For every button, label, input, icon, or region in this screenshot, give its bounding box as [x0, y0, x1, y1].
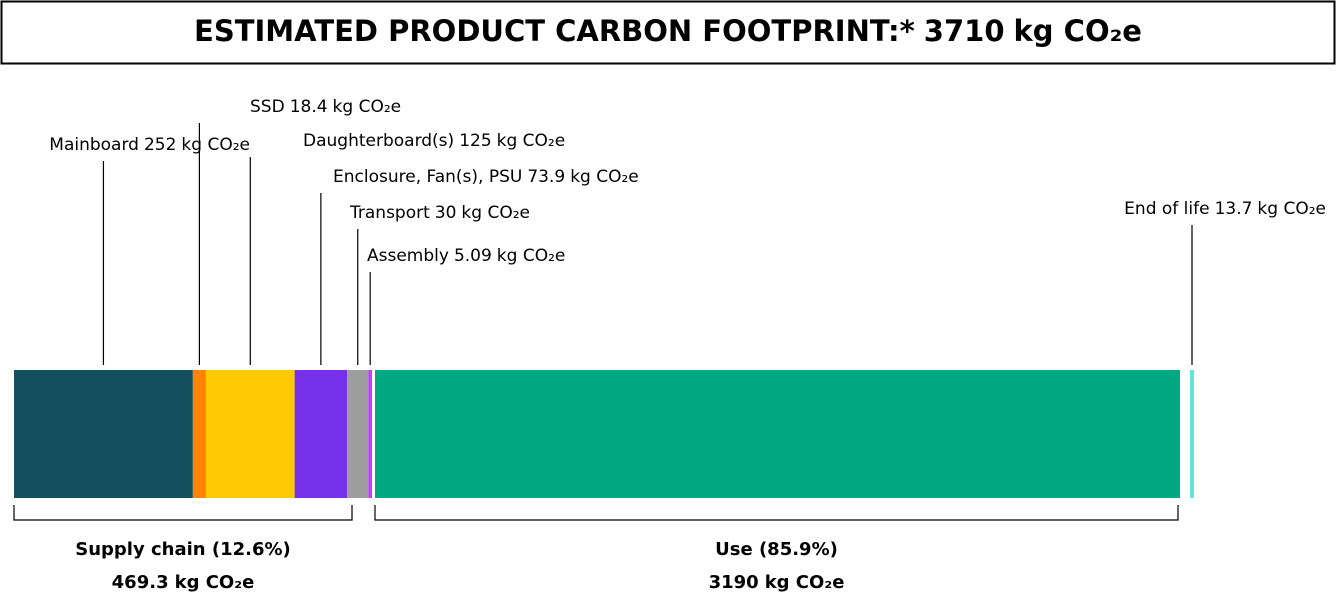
segment-value: 13.7 [1215, 199, 1253, 219]
group-total: 469.3 kg CO₂e [112, 572, 255, 593]
segment-value: 252 [144, 135, 176, 155]
group-bracket [13, 505, 353, 521]
title-total: 3710 [924, 14, 1005, 48]
group-bracket [374, 505, 1179, 521]
group-total: 3190 kg CO₂e [709, 572, 845, 593]
group-name: Supply chain (12.6%) [75, 539, 291, 560]
segment-name: Daughterboard(s) [303, 131, 454, 151]
chart-title: ESTIMATED PRODUCT CARBON FOOTPRINT:* 3710… [194, 14, 1142, 48]
group-name: Use (85.9%) [715, 539, 838, 560]
bar [14, 370, 1194, 498]
segment-label: Mainboard 252 kg CO₂e [49, 135, 250, 155]
segment-unit: kg CO₂e [497, 131, 566, 151]
bar-segment [347, 370, 369, 498]
segment-value: 73.9 [527, 167, 565, 187]
group-value: 3190 [709, 572, 759, 593]
segment-unit: kg CO₂e [181, 135, 250, 155]
bar-segment [375, 370, 1180, 498]
segment-value: 5.09 [454, 246, 492, 266]
segment-value: 30 [435, 203, 457, 223]
segment-unit: kg CO₂e [570, 167, 639, 187]
segment-unit: kg CO₂e [497, 246, 566, 266]
segment-value: 125 [459, 131, 491, 151]
segment-label: End of life 13.7 kg CO₂e [1124, 199, 1326, 219]
bar-segment [294, 370, 348, 498]
title-unit: kg CO₂e [1014, 14, 1142, 48]
bar-segment [205, 370, 295, 498]
group-value: 469.3 [112, 572, 169, 593]
group-unit: kg CO₂e [765, 572, 845, 593]
bar-segment [192, 370, 206, 498]
bar-segment [1190, 370, 1194, 498]
segment-name: Enclosure, Fan(s), PSU [333, 167, 522, 187]
bar-segment [14, 370, 193, 498]
segment-label: Enclosure, Fan(s), PSU 73.9 kg CO₂e [333, 167, 639, 187]
segment-label: Daughterboard(s) 125 kg CO₂e [303, 131, 565, 151]
bar-segment [368, 370, 372, 498]
segment-name: Transport [349, 203, 430, 223]
segment-name: Assembly [367, 246, 449, 266]
segment-label: Transport 30 kg CO₂e [349, 203, 530, 223]
segment-label: SSD 18.4 kg CO₂e [250, 97, 401, 117]
segment-name: End of life [1124, 199, 1209, 219]
segment-name: Mainboard [49, 135, 139, 155]
title-text: ESTIMATED PRODUCT CARBON FOOTPRINT:* [194, 14, 915, 48]
group-unit: kg CO₂e [175, 572, 255, 593]
segment-unit: kg CO₂e [461, 203, 530, 223]
segment-name: SSD [250, 97, 285, 117]
segment-label: Assembly 5.09 kg CO₂e [367, 246, 565, 266]
title-box [0, 0, 1336, 65]
segment-value: 18.4 [290, 97, 328, 117]
segment-unit: kg CO₂e [1257, 199, 1326, 219]
segment-unit: kg CO₂e [333, 97, 402, 117]
